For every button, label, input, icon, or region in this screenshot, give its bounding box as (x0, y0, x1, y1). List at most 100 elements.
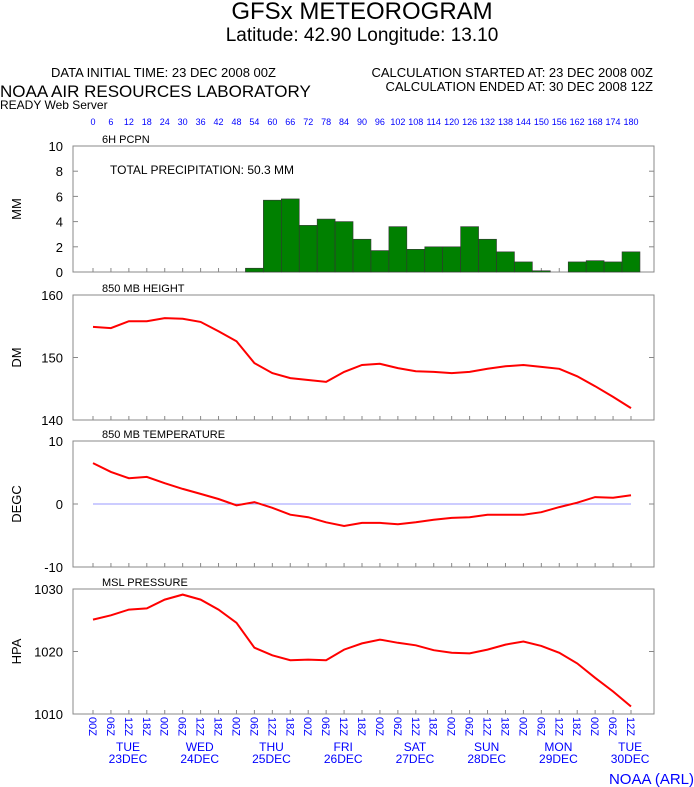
y-tick-label: 6 (56, 189, 63, 204)
time-tick-label: 18Z (283, 717, 295, 736)
series-line (92, 317, 632, 409)
y-tick-label: 140 (41, 413, 63, 428)
time-tick-label: 06Z (247, 717, 259, 736)
hour-tick-label: 30 (178, 117, 188, 127)
y-tick-label: 1020 (34, 645, 63, 660)
time-tick-label: 18Z (498, 717, 510, 736)
time-tick-label: 06Z (463, 717, 475, 736)
data-initial-time: DATA INITIAL TIME: 23 DEC 2008 00Z (51, 65, 276, 80)
panel-title: 850 MB HEIGHT (102, 283, 185, 295)
time-tick-label: 12Z (552, 717, 564, 736)
hour-tick-label: 66 (285, 117, 295, 127)
credit: NOAA (ARL) (609, 771, 694, 787)
y-axis-label: HPA (9, 638, 24, 664)
series-line (92, 462, 632, 528)
precip-bar (603, 261, 623, 273)
time-tick-label: 12Z (337, 717, 349, 736)
y-tick-label: 4 (56, 215, 63, 230)
hour-tick-label: 96 (375, 117, 385, 127)
time-tick-label: 06Z (176, 717, 188, 736)
y-tick-label: 10 (49, 139, 63, 154)
subtitle: Latitude: 42.90 Longitude: 13.10 (226, 25, 499, 46)
hour-tick-label: 120 (444, 117, 459, 127)
panel-title: MSL PRESSURE (102, 577, 188, 589)
y-tick-label: 1010 (34, 707, 63, 722)
time-tick-label: 18Z (427, 717, 439, 736)
precip-bar (621, 251, 641, 273)
hour-tick-label: 60 (267, 117, 277, 127)
hour-tick-label: 84 (339, 117, 349, 127)
date-label: 30DEC (611, 752, 650, 766)
day-of-week-label: TUE (116, 740, 140, 754)
precip-bar (567, 261, 587, 273)
hour-tick-label: 90 (357, 117, 367, 127)
calc-ended: CALCULATION ENDED AT: 30 DEC 2008 12Z (385, 79, 653, 94)
precip-bar (388, 226, 408, 273)
precip-bar (352, 238, 372, 273)
time-tick-label: 12Z (122, 717, 134, 736)
y-tick-label: 10 (49, 434, 63, 449)
hour-tick-label: 102 (390, 117, 405, 127)
hour-tick-label: 18 (142, 117, 152, 127)
day-of-week-label: FRI (334, 740, 353, 754)
time-tick-label: 00Z (86, 717, 98, 736)
panel-title: 850 MB TEMPERATURE (102, 429, 225, 441)
time-tick-label: 00Z (516, 717, 528, 736)
time-tick-label: 00Z (158, 717, 170, 736)
precip-bar (585, 260, 605, 273)
hour-tick-label: 150 (534, 117, 549, 127)
precip-bar (496, 251, 515, 273)
y-tick-label: 0 (56, 497, 63, 512)
y-tick-label: 0 (56, 265, 63, 280)
hour-tick-label: 6 (108, 117, 113, 127)
hour-tick-label: 168 (588, 117, 603, 127)
time-tick-label: 00Z (229, 717, 241, 736)
hour-tick-label: 54 (249, 117, 259, 127)
precip-bar (334, 221, 354, 273)
y-tick-label: -10 (44, 560, 63, 575)
time-tick-label: 12Z (265, 717, 277, 736)
date-label: 27DEC (396, 752, 435, 766)
hour-tick-label: 180 (623, 117, 638, 127)
time-tick-label: 18Z (212, 717, 224, 736)
y-tick-label: 160 (41, 288, 63, 303)
time-tick-label: 06Z (319, 717, 331, 736)
y-axis-label: DM (9, 347, 24, 367)
hour-tick-label: 156 (552, 117, 567, 127)
time-tick-label: 18Z (140, 717, 152, 736)
time-tick-label: 06Z (391, 717, 403, 736)
hour-tick-label: 114 (427, 117, 441, 127)
time-tick-label: 00Z (373, 717, 385, 736)
precip-bar (532, 270, 551, 273)
org-name: NOAA AIR RESOURCES LABORATORY (0, 82, 311, 101)
series-line (92, 593, 632, 708)
time-tick-label: 12Z (481, 717, 493, 736)
time-tick-label: 06Z (104, 717, 116, 736)
y-axis-label: DEGC (9, 485, 24, 523)
hour-tick-label: 42 (214, 117, 224, 127)
hour-tick-label: 12 (124, 117, 134, 127)
time-tick-label: 12Z (624, 717, 636, 736)
y-axis-label: MM (9, 198, 24, 220)
hour-tick-label: 36 (196, 117, 206, 127)
y-tick-label: 8 (56, 164, 63, 179)
precip-bar (316, 218, 336, 273)
date-label: 28DEC (467, 752, 506, 766)
hour-tick-label: 132 (480, 117, 495, 127)
hour-tick-label: 24 (160, 117, 170, 127)
y-tick-label: 2 (56, 240, 63, 255)
date-label: 26DEC (324, 752, 363, 766)
y-tick-label: 150 (41, 351, 63, 366)
day-of-week-label: THU (259, 740, 284, 754)
day-of-week-label: MON (544, 740, 572, 754)
date-label: 25DEC (252, 752, 291, 766)
hour-tick-label: 0 (90, 117, 95, 127)
precip-bar (478, 238, 497, 273)
hour-tick-label: 108 (408, 117, 423, 127)
hour-tick-label: 174 (606, 117, 621, 127)
time-tick-label: 12Z (194, 717, 206, 736)
hour-tick-label: 144 (516, 117, 531, 127)
precip-bar (263, 199, 282, 273)
precip-bar (442, 246, 461, 273)
